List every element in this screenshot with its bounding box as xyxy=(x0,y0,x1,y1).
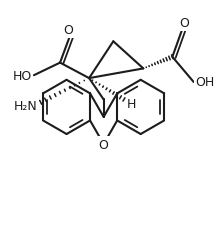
Text: H: H xyxy=(127,97,136,110)
Text: O: O xyxy=(63,24,73,37)
Text: O: O xyxy=(99,138,109,151)
Text: OH: OH xyxy=(196,76,215,89)
Text: HO: HO xyxy=(13,69,32,82)
Text: H₂N: H₂N xyxy=(13,99,37,112)
Text: O: O xyxy=(179,17,189,30)
